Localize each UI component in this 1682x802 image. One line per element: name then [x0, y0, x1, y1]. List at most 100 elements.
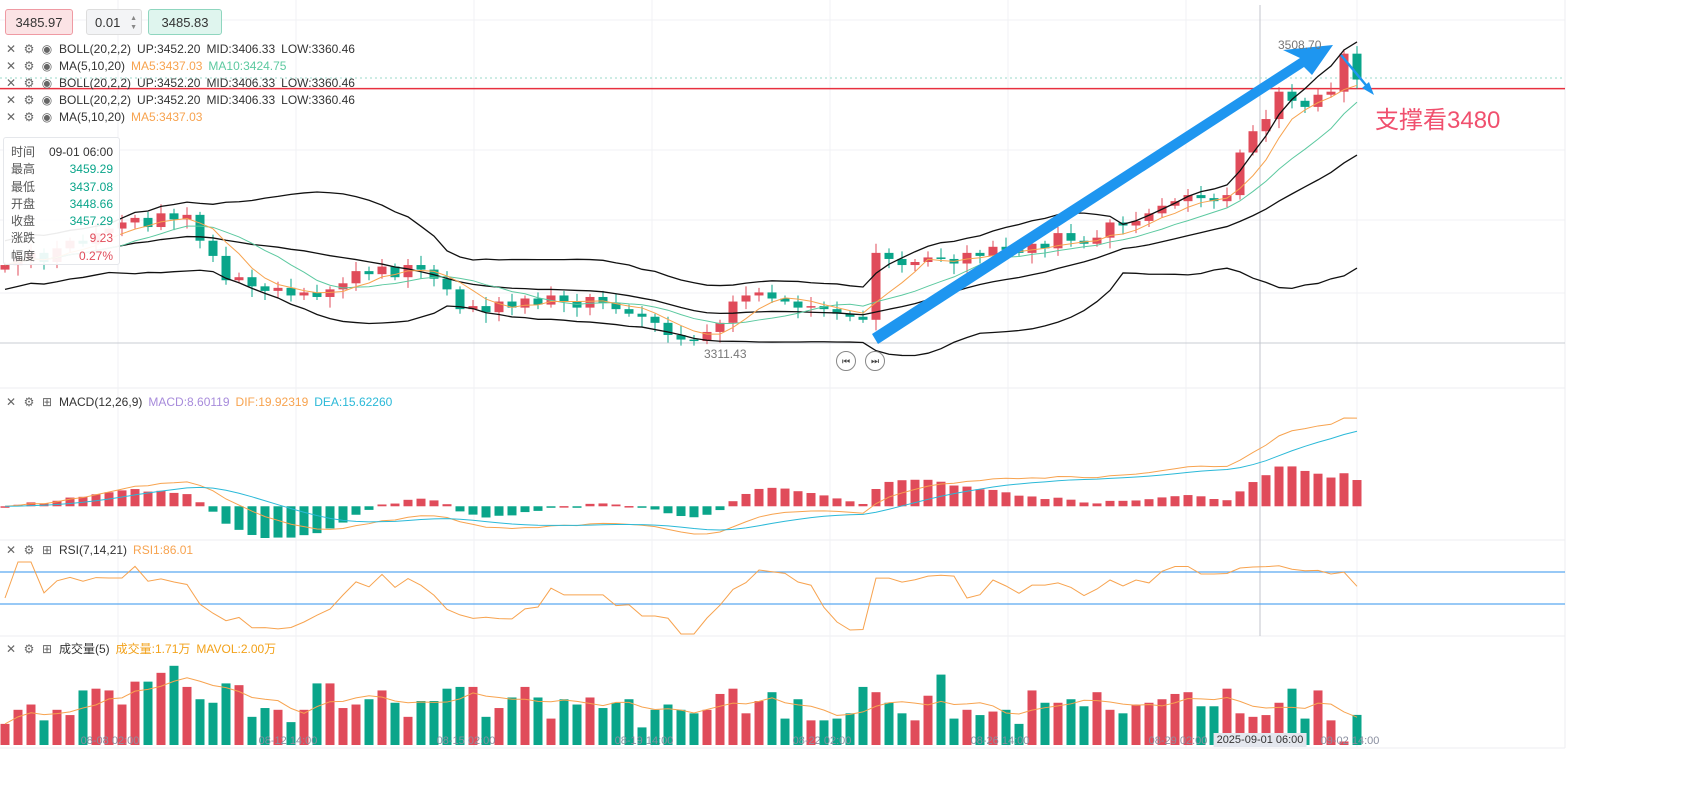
volume-bar	[351, 704, 361, 745]
boll-up: UP:3452.20	[137, 42, 201, 56]
candle-up	[728, 301, 738, 323]
sell-price-button[interactable]: 3485.97	[5, 9, 73, 35]
volume-bar	[78, 690, 88, 745]
volume-bar	[1313, 690, 1323, 745]
volume-bar	[247, 716, 257, 745]
expand-icon[interactable]: ⊞	[41, 395, 53, 409]
tooltip-row-low: 最低 3437.08	[11, 179, 113, 196]
settings-icon[interactable]: ⚙	[23, 395, 35, 409]
candle-up	[715, 322, 725, 332]
settings-icon[interactable]: ⚙	[23, 110, 35, 124]
candle-down	[897, 258, 907, 266]
skip-forward-icon[interactable]: ⏭	[865, 351, 885, 371]
candle-down	[507, 301, 517, 308]
volume-bar	[585, 697, 595, 745]
volume-bar	[338, 708, 348, 745]
ma10-line	[4, 101, 1358, 325]
volume-bar	[1157, 699, 1167, 745]
candle-down	[793, 301, 803, 308]
volume-bar	[962, 709, 972, 745]
volume-bar	[728, 688, 738, 745]
skip-back-icon[interactable]: ⏮	[836, 351, 856, 371]
buy-price-button[interactable]: 3485.83	[148, 9, 222, 35]
dif-value: DIF:19.92319	[235, 395, 309, 409]
close-icon[interactable]: ✕	[5, 76, 17, 90]
lot-size-stepper[interactable]: 0.01 ▲ ▼	[86, 9, 142, 35]
boll-mid: MID:3406.33	[206, 42, 276, 56]
settings-icon[interactable]: ⚙	[23, 641, 35, 656]
candle-down	[195, 214, 205, 241]
expand-icon[interactable]: ⊞	[41, 641, 53, 656]
close-icon[interactable]: ✕	[5, 93, 17, 107]
volume-bar	[156, 672, 166, 745]
candle-up	[741, 295, 751, 302]
eye-icon[interactable]: ◉	[41, 42, 53, 56]
close-icon[interactable]: ✕	[5, 395, 17, 409]
settings-icon[interactable]: ⚙	[23, 93, 35, 107]
volume-bar	[871, 692, 881, 745]
candle-down	[1196, 195, 1206, 199]
settings-icon[interactable]: ⚙	[23, 42, 35, 56]
candle-down	[637, 313, 647, 317]
macd-bar	[858, 503, 868, 507]
candle-down	[676, 334, 686, 340]
candle-down	[884, 252, 894, 259]
macd-bar	[962, 486, 972, 507]
close-icon[interactable]: ✕	[5, 59, 17, 73]
close-icon[interactable]: ✕	[5, 110, 17, 124]
stepper-arrows-icon[interactable]: ▲ ▼	[130, 15, 137, 31]
candle-down	[936, 257, 946, 259]
macd-bar	[273, 506, 283, 538]
volume-bar	[39, 720, 49, 745]
volume-bar	[572, 704, 582, 745]
candle-up	[468, 306, 478, 310]
candle-down	[143, 217, 153, 228]
volume-bar	[754, 701, 764, 745]
candle-down	[416, 265, 426, 270]
candle-down	[208, 240, 218, 256]
macd-bar	[1079, 502, 1089, 507]
eye-icon[interactable]: ◉	[41, 59, 53, 73]
ohlc-tooltip: 时间 09-01 06:00 最高 3459.29 最低 3437.08 开盘 3448…	[3, 137, 120, 265]
macd-bar	[78, 496, 88, 507]
close-icon[interactable]: ✕	[5, 42, 17, 56]
macd-bar	[1235, 491, 1245, 507]
settings-icon[interactable]: ⚙	[23, 543, 35, 557]
candle-down	[819, 306, 829, 310]
macd-bar	[338, 506, 348, 523]
mavol-value: MAVOL:2.00万	[196, 642, 277, 656]
close-icon[interactable]: ✕	[5, 641, 17, 656]
macd-bar	[1040, 499, 1050, 507]
volume-bar	[52, 709, 62, 745]
macd-bar	[0, 506, 10, 508]
macd-bar	[169, 492, 179, 507]
candle-up	[962, 252, 972, 264]
settings-icon[interactable]: ⚙	[23, 76, 35, 90]
macd-bar	[611, 504, 621, 507]
volume-bar	[442, 688, 452, 745]
macd-bar	[468, 506, 478, 515]
eye-icon[interactable]: ◉	[41, 76, 53, 90]
volume-bar	[819, 720, 829, 745]
volume-bar	[611, 702, 621, 745]
volume-bar	[286, 722, 296, 745]
tooltip-value: 09-01 06:00	[48, 145, 113, 159]
close-icon[interactable]: ✕	[5, 543, 17, 557]
macd-bar	[689, 506, 699, 518]
tooltip-row-open: 开盘 3448.66	[11, 196, 113, 213]
x-tick: 08-08 02:00	[80, 735, 140, 747]
volume-bar	[832, 718, 842, 745]
eye-icon[interactable]: ◉	[41, 93, 53, 107]
macd-bar	[936, 481, 946, 507]
volume-bar	[260, 708, 270, 745]
settings-icon[interactable]: ⚙	[23, 59, 35, 73]
volume-bar	[1248, 716, 1258, 745]
macd-bar	[1144, 499, 1154, 507]
candle-down	[247, 277, 257, 287]
macd-bar	[299, 506, 309, 536]
volume-bar	[1092, 692, 1102, 745]
eye-icon[interactable]: ◉	[41, 110, 53, 124]
macd-bar	[1118, 500, 1128, 507]
expand-icon[interactable]: ⊞	[41, 543, 53, 557]
